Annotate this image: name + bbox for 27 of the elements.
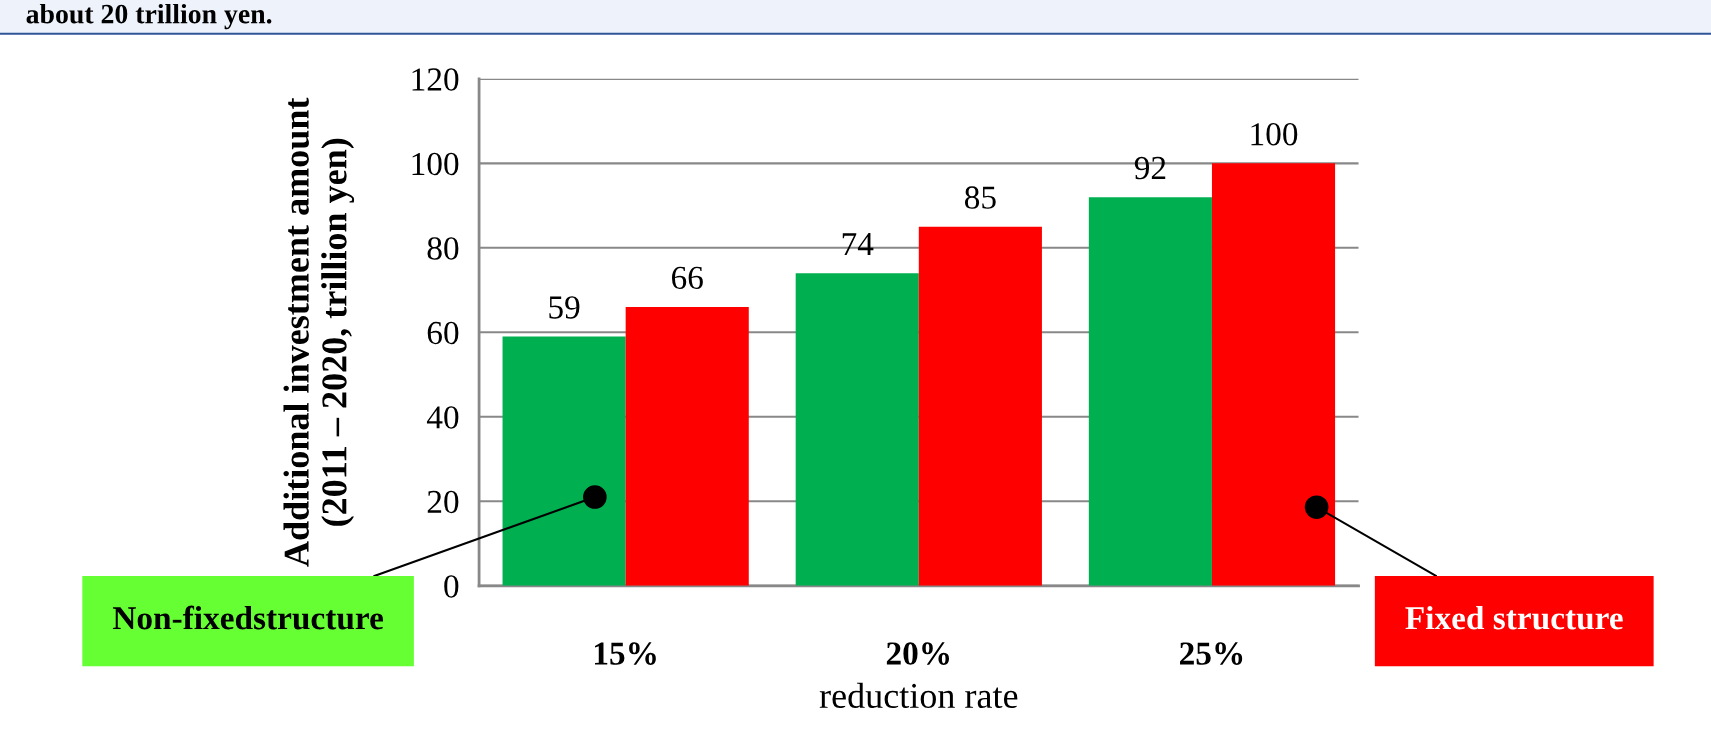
x-axis-title: reduction rate: [819, 682, 1018, 709]
y-tick-label: 0: [444, 575, 459, 598]
x-tick-label: 25%: [1180, 642, 1243, 665]
y-tick-label: 100: [412, 152, 459, 176]
y-tick-label: 40: [426, 406, 459, 429]
data-label: 74: [842, 233, 874, 255]
bar: [1211, 163, 1336, 586]
bar: [625, 306, 749, 586]
bar: [918, 226, 1042, 586]
bar: [1088, 197, 1212, 586]
x-tick-label: 15%: [594, 642, 656, 665]
x-tick-label: 20%: [886, 642, 950, 665]
y-tick-label: 20: [427, 490, 459, 514]
y-tick-label: 80: [427, 237, 459, 260]
y-axis-title: Additional investment amount (2011 – 2020, trillion yen): [283, 97, 355, 567]
y-tick-label: 120: [412, 68, 459, 91]
data-label: 92: [1134, 156, 1166, 180]
bar: [502, 336, 626, 586]
text: about 20 trillion yen.: [26, 3, 272, 30]
bar: [795, 273, 919, 586]
data-label: 66: [671, 266, 703, 290]
y-tick-label: 60: [427, 321, 459, 345]
data-label: 85: [964, 186, 996, 209]
data-label: 100: [1251, 122, 1298, 146]
text: Fixed structure: [1405, 605, 1623, 630]
text: Non-fixedstructure: [112, 605, 384, 630]
data-label: 59: [549, 296, 580, 319]
